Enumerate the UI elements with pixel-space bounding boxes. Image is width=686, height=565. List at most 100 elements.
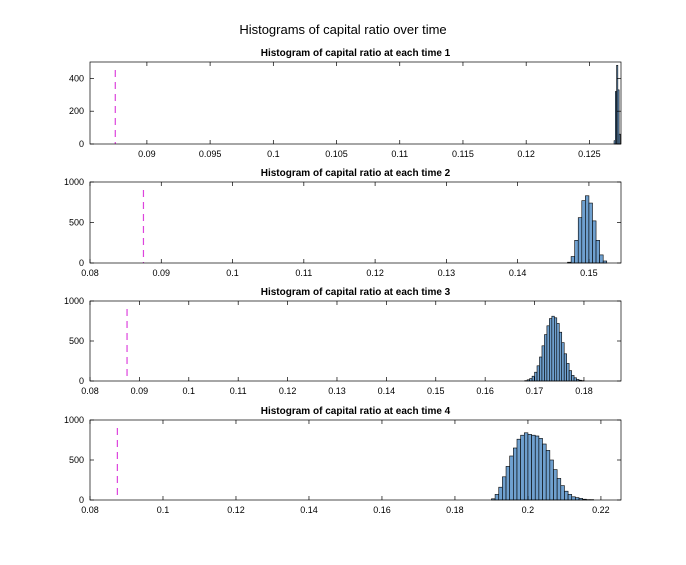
histogram-bar [513, 448, 517, 500]
histogram-bar [596, 240, 600, 263]
histogram-bar [543, 444, 547, 500]
histogram-bar [528, 434, 532, 500]
histogram-bar [582, 201, 586, 263]
histogram-bar [557, 478, 561, 500]
subplot-2: Histogram of capital ratio at each time … [64, 168, 621, 278]
x-tick-label: 0.12 [227, 505, 245, 515]
x-tick-label: 0.17 [526, 386, 544, 396]
x-tick-label: 0.16 [373, 505, 391, 515]
histogram-bar [495, 494, 499, 500]
x-tick-label: 0.105 [325, 149, 348, 159]
x-tick-label: 0.095 [199, 149, 222, 159]
y-tick-label: 1000 [64, 415, 84, 425]
histogram-bar [562, 343, 564, 381]
y-tick-label: 0 [79, 139, 84, 149]
histogram-bar [619, 134, 620, 144]
x-tick-label: 0.1 [267, 149, 280, 159]
x-tick-label: 0.14 [300, 505, 318, 515]
histogram-bar [564, 354, 566, 381]
x-tick-label: 0.13 [438, 268, 456, 278]
histogram-bar [530, 379, 532, 381]
histogram-bar [589, 203, 593, 263]
x-tick-label: 0.09 [131, 386, 149, 396]
x-tick-label: 0.09 [138, 149, 156, 159]
histogram-bar [544, 335, 546, 381]
histogram-bar [575, 498, 579, 500]
x-tick-label: 0.11 [295, 268, 312, 278]
x-tick-label: 0.16 [476, 386, 494, 396]
histogram-bar [502, 477, 506, 500]
histogram-bar [572, 375, 574, 381]
histogram-bar [547, 326, 549, 381]
histogram-bar [537, 366, 539, 381]
subplot-1: Histogram of capital ratio at each time … [69, 48, 621, 159]
histogram-bar [592, 221, 596, 263]
subplot-3: Histogram of capital ratio at each time … [64, 287, 621, 396]
y-tick-label: 0 [79, 258, 84, 268]
histogram-bar [542, 346, 544, 381]
histogram-bar [539, 357, 541, 381]
x-tick-label: 0.13 [328, 386, 346, 396]
subplot-title: Histogram of capital ratio at each time … [261, 168, 451, 179]
x-tick-label: 0.08 [81, 505, 99, 515]
histogram-bar [567, 363, 569, 381]
histogram-bar [574, 378, 576, 381]
plot-area [90, 182, 621, 263]
histogram-bar [552, 316, 554, 381]
x-tick-label: 0.1 [183, 386, 196, 396]
histogram-bar [572, 497, 576, 500]
histogram-bar [535, 372, 537, 381]
x-tick-label: 0.11 [230, 386, 247, 396]
x-tick-label: 0.14 [378, 386, 396, 396]
histogram-bar [575, 240, 579, 263]
x-tick-label: 0.18 [575, 386, 593, 396]
histogram-bar [585, 196, 589, 263]
x-tick-label: 0.09 [153, 268, 171, 278]
histogram-bar [554, 318, 556, 381]
histogram-bar [521, 435, 525, 500]
x-tick-label: 0.11 [391, 149, 408, 159]
histogram-bar [506, 466, 510, 500]
y-tick-label: 0 [79, 376, 84, 386]
histogram-bar [550, 460, 554, 500]
y-tick-label: 0 [79, 495, 84, 505]
histogram-bar [524, 433, 528, 500]
x-tick-label: 0.14 [509, 268, 527, 278]
x-tick-label: 0.2 [522, 505, 535, 515]
x-tick-label: 0.15 [580, 268, 598, 278]
histogram-bar [553, 470, 557, 500]
histogram-bar [499, 487, 503, 500]
x-tick-label: 0.08 [81, 268, 99, 278]
x-tick-label: 0.18 [446, 505, 464, 515]
x-tick-label: 0.1 [157, 505, 170, 515]
histogram-bar [539, 438, 543, 500]
plot-area [90, 62, 621, 144]
y-tick-label: 400 [69, 73, 84, 83]
x-tick-label: 0.22 [592, 505, 610, 515]
x-tick-label: 0.15 [427, 386, 445, 396]
y-tick-label: 500 [69, 336, 84, 346]
histogram-bar [600, 255, 604, 263]
histogram-bar [535, 436, 539, 500]
x-tick-label: 0.08 [81, 386, 99, 396]
histogram-bar [561, 486, 565, 500]
y-tick-label: 500 [69, 455, 84, 465]
histogram-bar [559, 332, 561, 381]
histogram-bar [532, 376, 534, 381]
x-tick-label: 0.12 [279, 386, 297, 396]
histogram-bar [532, 435, 536, 500]
histogram-bar [517, 439, 521, 500]
histogram-bar [568, 494, 572, 500]
histogram-bar [564, 491, 568, 500]
x-tick-label: 0.115 [452, 149, 474, 159]
x-tick-label: 0.12 [517, 149, 535, 159]
histogram-bar [549, 319, 551, 381]
histogram-bar [546, 450, 550, 500]
y-tick-label: 1000 [64, 296, 84, 306]
figure-title: Histograms of capital ratio over time [239, 22, 446, 37]
subplot-4: Histogram of capital ratio at each time … [64, 406, 621, 515]
histogram-bar [510, 456, 514, 500]
histogram-bar [571, 257, 575, 263]
subplot-title: Histogram of capital ratio at each time … [261, 48, 451, 59]
